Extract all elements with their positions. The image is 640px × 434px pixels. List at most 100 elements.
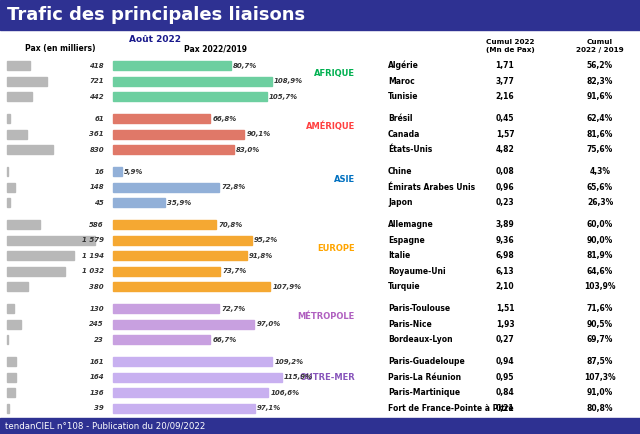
- Text: 61: 61: [94, 116, 104, 122]
- Text: 0,45: 0,45: [496, 114, 515, 123]
- Text: Chine: Chine: [388, 168, 413, 176]
- Text: EUROPE: EUROPE: [317, 243, 355, 253]
- Text: 1 194: 1 194: [82, 253, 104, 259]
- Text: 35,9%: 35,9%: [167, 200, 191, 206]
- Text: 97,0%: 97,0%: [257, 321, 281, 327]
- Text: 39: 39: [94, 405, 104, 411]
- Text: 1,93: 1,93: [496, 320, 515, 329]
- Bar: [113, 77, 272, 85]
- Text: ASIE: ASIE: [334, 175, 355, 184]
- Text: Italie: Italie: [388, 251, 410, 260]
- Text: 3,77: 3,77: [495, 77, 515, 85]
- Bar: [113, 92, 267, 101]
- Text: Espagne: Espagne: [388, 236, 425, 245]
- Text: 6,98: 6,98: [495, 251, 515, 260]
- Text: Août 2022: Août 2022: [129, 36, 181, 45]
- Bar: [113, 114, 211, 123]
- Bar: [113, 282, 270, 291]
- Text: 0,27: 0,27: [495, 335, 515, 344]
- Text: 70,8%: 70,8%: [218, 222, 243, 228]
- Text: 23: 23: [94, 337, 104, 343]
- Bar: [7, 251, 74, 260]
- Text: 80,7%: 80,7%: [233, 63, 257, 69]
- Text: 91,8%: 91,8%: [249, 253, 273, 259]
- Text: 71,6%: 71,6%: [587, 304, 613, 313]
- Text: 0,21: 0,21: [496, 404, 515, 413]
- Bar: [7, 145, 53, 154]
- Bar: [113, 168, 122, 176]
- Text: 95,2%: 95,2%: [254, 237, 278, 243]
- Bar: [7, 388, 15, 397]
- Bar: [7, 220, 40, 229]
- Text: 107,9%: 107,9%: [273, 284, 301, 290]
- Text: 0,08: 0,08: [495, 168, 515, 176]
- Bar: [7, 404, 9, 413]
- Text: 1 032: 1 032: [82, 268, 104, 274]
- Text: 66,8%: 66,8%: [212, 116, 237, 122]
- Bar: [7, 92, 32, 101]
- Text: 65,6%: 65,6%: [587, 183, 613, 192]
- Text: 109,2%: 109,2%: [275, 359, 303, 365]
- Bar: [113, 320, 255, 329]
- Text: 75,6%: 75,6%: [587, 145, 613, 154]
- Text: 136: 136: [90, 390, 104, 396]
- Bar: [7, 198, 10, 207]
- Text: 56,2%: 56,2%: [587, 61, 613, 70]
- Bar: [7, 130, 27, 139]
- Text: 106,6%: 106,6%: [271, 390, 300, 396]
- Bar: [113, 236, 252, 245]
- Text: 87,5%: 87,5%: [587, 357, 613, 366]
- Text: 245: 245: [90, 321, 104, 327]
- Text: 0,23: 0,23: [496, 198, 515, 207]
- Text: 80,8%: 80,8%: [587, 404, 613, 413]
- Text: 2,16: 2,16: [496, 92, 515, 101]
- Bar: [0, 418, 640, 434]
- Text: 130: 130: [90, 306, 104, 312]
- Bar: [113, 183, 219, 192]
- Text: 16: 16: [94, 169, 104, 175]
- Text: Royaume-Uni: Royaume-Uni: [388, 267, 445, 276]
- Bar: [113, 61, 230, 70]
- Text: 64,6%: 64,6%: [587, 267, 613, 276]
- Text: 721: 721: [90, 78, 104, 84]
- Text: 361: 361: [90, 131, 104, 137]
- Text: Algérie: Algérie: [388, 61, 419, 70]
- Bar: [113, 304, 219, 313]
- Text: Paris-La Réunion: Paris-La Réunion: [388, 373, 461, 382]
- Bar: [7, 77, 47, 85]
- Text: Pax (en milliers): Pax (en milliers): [25, 45, 95, 53]
- Bar: [7, 282, 28, 291]
- Text: 1,57: 1,57: [496, 130, 515, 139]
- Text: 108,9%: 108,9%: [274, 78, 303, 84]
- Text: 83,0%: 83,0%: [236, 147, 260, 153]
- Text: 0,94: 0,94: [496, 357, 515, 366]
- Text: AFRIQUE: AFRIQUE: [314, 69, 355, 78]
- Text: 60,0%: 60,0%: [587, 220, 613, 229]
- Text: Japon: Japon: [388, 198, 413, 207]
- Text: États-Unis: États-Unis: [388, 145, 432, 154]
- Bar: [113, 373, 282, 382]
- Text: 73,7%: 73,7%: [223, 268, 247, 274]
- Text: 26,3%: 26,3%: [587, 198, 613, 207]
- Text: 90,1%: 90,1%: [246, 131, 271, 137]
- Bar: [7, 335, 8, 344]
- Text: 380: 380: [90, 284, 104, 290]
- Text: 91,0%: 91,0%: [587, 388, 613, 397]
- Text: 1,71: 1,71: [495, 61, 515, 70]
- Text: 69,7%: 69,7%: [587, 335, 613, 344]
- Text: 3,89: 3,89: [495, 220, 515, 229]
- Text: 5,9%: 5,9%: [124, 169, 143, 175]
- Text: 586: 586: [90, 222, 104, 228]
- Text: 442: 442: [90, 94, 104, 100]
- Text: Paris-Martinique: Paris-Martinique: [388, 388, 460, 397]
- Text: 0,84: 0,84: [495, 388, 515, 397]
- Text: 103,9%: 103,9%: [584, 282, 616, 291]
- Text: 9,36: 9,36: [496, 236, 515, 245]
- Text: Paris-Toulouse: Paris-Toulouse: [388, 304, 450, 313]
- Bar: [113, 267, 220, 276]
- Text: Trafic des principales liaisons: Trafic des principales liaisons: [7, 6, 305, 24]
- Bar: [113, 388, 268, 397]
- Text: 91,6%: 91,6%: [587, 92, 613, 101]
- Text: 161: 161: [90, 359, 104, 365]
- Text: Tunisie: Tunisie: [388, 92, 419, 101]
